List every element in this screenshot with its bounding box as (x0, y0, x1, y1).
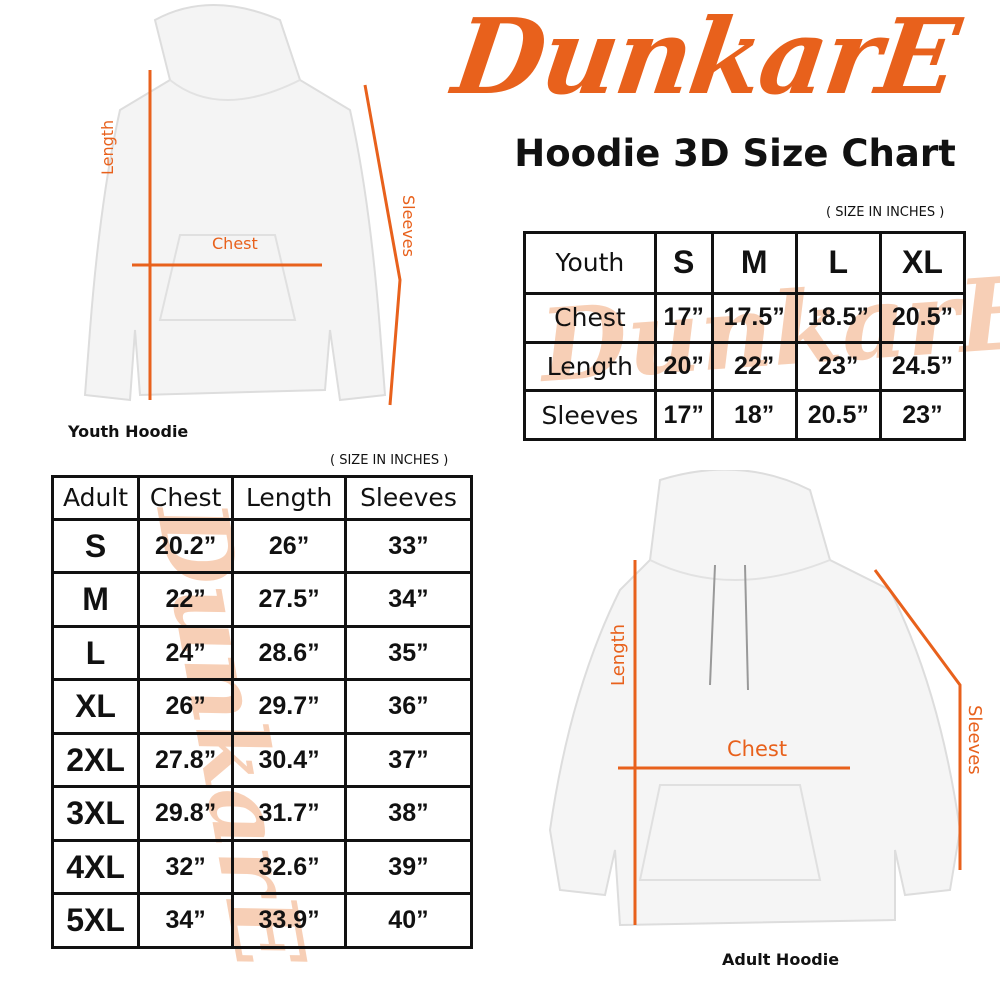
youth-size-table: Youth S M L XL Chest 17” 17.5” 18.5” 20.5” Length 2… (523, 231, 967, 441)
column-header: Sleeves (343, 475, 474, 521)
table-cell: 40” (343, 892, 474, 949)
column-header: Youth (523, 231, 657, 295)
adult-hoodie-image (548, 470, 962, 927)
column-header: Chest (137, 475, 235, 521)
youth-chest-label: Chest (212, 234, 258, 253)
table-cell: 22” (137, 571, 235, 628)
adult-size-table: Adult Chest Length Sleeves S 20.2” 26” 33” M 22” 2… (50, 475, 474, 949)
column-header: M (710, 231, 798, 295)
youth-hoodie-image (83, 4, 402, 406)
table-cell: 20.5” (878, 291, 967, 344)
adult-unit-note: ( SIZE IN INCHES ) (330, 453, 449, 468)
table-row: 3XL 29.8” 31.7” 38” (50, 785, 474, 842)
table-cell: 39” (343, 838, 474, 896)
table-cell: 26” (137, 678, 235, 735)
adult-length-label: Length (608, 623, 629, 686)
table-cell: 17” (653, 389, 714, 441)
table-cell: 17” (653, 291, 714, 344)
column-header: S (653, 231, 714, 295)
table-cell: 17.5” (710, 291, 798, 344)
table-header-row: Youth S M L XL (523, 231, 967, 295)
row-header: 5XL (50, 892, 141, 949)
table-row: 5XL 34” 33.9” 40” (50, 892, 474, 949)
column-header: Adult (50, 475, 141, 521)
table-row: XL 26” 29.7” 36” (50, 678, 474, 735)
column-header: XL (878, 231, 967, 295)
table-cell: 20.5” (794, 389, 882, 441)
table-cell: 23” (794, 340, 882, 393)
table-header-row: Adult Chest Length Sleeves (50, 475, 474, 521)
sleeves-arrow (363, 84, 402, 406)
table-row: Chest 17” 17.5” 18.5” 20.5” (523, 291, 967, 344)
youth-unit-note: ( SIZE IN INCHES ) (826, 205, 945, 220)
table-row: Length 20” 22” 23” 24.5” (523, 340, 967, 393)
row-header: S (50, 517, 141, 575)
table-cell: 22” (710, 340, 798, 393)
column-header: L (794, 231, 882, 295)
table-cell: 24.5” (878, 340, 967, 393)
table-cell: 28.6” (231, 624, 347, 682)
table-cell: 29.8” (137, 785, 235, 842)
table-cell: 34” (343, 571, 474, 628)
table-cell: 26” (231, 517, 347, 575)
column-header: Length (231, 475, 347, 521)
table-cell: 32” (137, 838, 235, 896)
table-cell: 38” (343, 785, 474, 842)
table-row: Sleeves 17” 18” 20.5” 23” (523, 389, 967, 441)
adult-caption: Adult Hoodie (722, 950, 840, 969)
table-row: L 24” 28.6” 35” (50, 624, 474, 682)
row-header: L (50, 624, 141, 682)
row-header: 3XL (50, 785, 141, 842)
table-cell: 27.5” (231, 571, 347, 628)
table-cell: 34” (137, 892, 235, 949)
brand-logo: DunkarE (446, 0, 1000, 122)
row-header: XL (50, 678, 141, 735)
table-cell: 27.8” (137, 731, 235, 789)
row-header: 4XL (50, 838, 141, 896)
table-cell: 33.9” (231, 892, 347, 949)
table-cell: 18.5” (794, 291, 882, 344)
row-header: Length (523, 340, 657, 393)
table-row: 4XL 32” 32.6” 39” (50, 838, 474, 896)
brand-logo-text: DunkarE (446, 0, 965, 118)
table-cell: 35” (343, 624, 474, 682)
page-title: Hoodie 3D Size Chart (514, 132, 956, 175)
table-cell: 18” (710, 389, 798, 441)
table-cell: 24” (137, 624, 235, 682)
table-row: S 20.2” 26” 33” (50, 517, 474, 575)
table-cell: 37” (343, 731, 474, 789)
adult-sleeves-label: Sleeves (964, 705, 985, 775)
table-cell: 20.2” (137, 517, 235, 575)
table-cell: 33” (343, 517, 474, 575)
table-cell: 36” (343, 678, 474, 735)
youth-length-label: Length (98, 119, 117, 175)
youth-sleeves-label: Sleeves (399, 195, 418, 257)
table-cell: 29.7” (231, 678, 347, 735)
row-header: M (50, 571, 141, 628)
table-cell: 30.4” (231, 731, 347, 789)
row-header: Chest (523, 291, 657, 344)
row-header: Sleeves (523, 389, 657, 441)
table-cell: 32.6” (231, 838, 347, 896)
adult-sleeves-arrow (873, 569, 962, 870)
table-row: 2XL 27.8” 30.4” 37” (50, 731, 474, 789)
youth-caption: Youth Hoodie (68, 422, 189, 441)
row-header: 2XL (50, 731, 141, 789)
table-row: M 22” 27.5” 34” (50, 571, 474, 628)
table-cell: 20” (653, 340, 714, 393)
adult-chest-label: Chest (727, 737, 788, 761)
table-cell: 31.7” (231, 785, 347, 842)
table-cell: 23” (878, 389, 967, 441)
